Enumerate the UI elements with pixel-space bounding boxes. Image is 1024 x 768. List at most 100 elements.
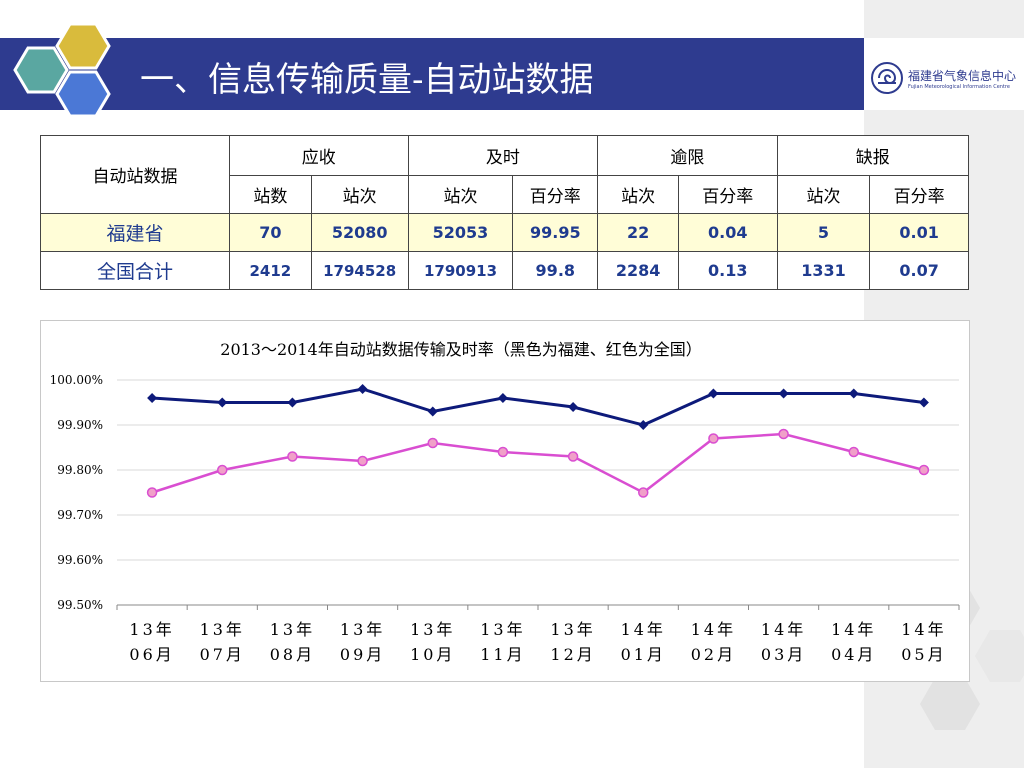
subheader-cell: 站数: [228, 175, 312, 214]
national-data-point: [427, 437, 438, 449]
national-data-point: [918, 464, 930, 476]
national-data-point: [146, 487, 158, 498]
chart-title: 2013～2014年自动站数据传输及时率（黑色为福建、红色为全国）: [220, 340, 701, 359]
table-corner-header: 自动站数据: [40, 135, 230, 214]
x-tick-label: 08月: [270, 645, 315, 664]
table-cell: 22: [597, 213, 679, 252]
row-label-national: 全国合计: [40, 251, 230, 290]
y-tick-label: 99.70%: [57, 508, 103, 522]
x-tick-label: 13年: [410, 620, 455, 639]
fujian-data-point: [568, 402, 579, 412]
x-tick-label: 13年: [129, 620, 174, 639]
x-tick-label: 11月: [480, 645, 525, 664]
fujian-data-point: [147, 393, 158, 403]
auto-station-data-table: 自动站数据 应收 及时 逾限 缺报 站数 站次 站次 百分率 站次 百分率 站次…: [40, 135, 970, 290]
row-label-fujian: 福建省: [40, 213, 230, 252]
y-tick-label: 99.50%: [57, 598, 103, 612]
x-tick-label: 13年: [480, 620, 525, 639]
group-header-missing: 缺报: [776, 135, 970, 176]
group-header-expected: 应收: [228, 135, 409, 176]
title-banner: [0, 38, 864, 110]
x-tick-label: 07月: [200, 645, 245, 664]
x-tick-label: 02月: [691, 645, 736, 664]
subheader-cell: 站次: [776, 175, 871, 214]
table-cell: 0.01: [869, 213, 969, 252]
subheader-cell: 百分率: [677, 175, 778, 214]
national-data-point: [287, 451, 298, 462]
x-tick-label: 14年: [831, 620, 876, 639]
logo-chinese-name: 福建省气象信息中心: [908, 68, 1017, 83]
x-tick-label: 03月: [761, 645, 806, 664]
x-tick-label: 10月: [410, 645, 455, 664]
national-data-point: [778, 428, 789, 440]
logo-area: [864, 38, 1024, 110]
fujian-data-point: [357, 384, 368, 394]
table-cell: 52080: [310, 213, 409, 252]
table-cell: 1331: [776, 251, 871, 290]
subheader-cell: 站次: [597, 175, 679, 214]
x-tick-label: 13年: [550, 620, 595, 639]
fujian-data-point: [778, 388, 789, 399]
fujian-data-point: [217, 397, 228, 408]
table-cell: 1790913: [407, 251, 514, 290]
national-data-point: [567, 451, 579, 462]
chart-canvas: 2013～2014年自动站数据传输及时率（黑色为福建、红色为全国） 100.00…: [50, 340, 960, 664]
table-cell: 2284: [597, 251, 679, 290]
table-cell: 0.04: [677, 213, 778, 252]
subheader-cell: 站次: [407, 175, 514, 214]
x-tick-label: 13年: [270, 620, 315, 639]
x-tick-label: 14年: [691, 620, 736, 639]
timeliness-line-chart: 2013～2014年自动站数据传输及时率（黑色为福建、红色为全国） 100.00…: [40, 320, 970, 682]
x-tick-label: 06月: [129, 645, 174, 664]
subheader-cell: 百分率: [512, 175, 599, 214]
fujian-data-point: [497, 393, 508, 403]
x-tick-label: 14年: [761, 620, 806, 639]
x-tick-label: 05月: [901, 645, 946, 664]
hexagon-decoration: [13, 22, 111, 118]
fujian-data-point: [638, 420, 649, 430]
x-tick-label: 14年: [901, 620, 946, 639]
weather-swirl-icon: [871, 62, 903, 94]
fujian-data-point: [848, 388, 859, 399]
national-data-point: [217, 464, 228, 476]
logo-english-name: Fujian Meteorological Information Centre: [908, 83, 1010, 90]
fujian-data-point: [287, 397, 298, 408]
national-series-line: [151, 432, 925, 494]
x-tick-label: 01月: [621, 645, 666, 664]
x-tick-label: 12月: [550, 645, 595, 664]
y-tick-label: 100.00%: [50, 373, 103, 387]
national-data-point: [848, 446, 859, 458]
national-data-point: [638, 487, 649, 498]
table-cell: 0.07: [869, 251, 969, 290]
organization-logo: 福建省气象信息中心 Fujian Meteorological Informat…: [870, 58, 1020, 98]
x-tick-label: 14年: [621, 620, 666, 639]
x-tick-label: 04月: [831, 645, 876, 664]
x-tick-label: 09月: [340, 645, 385, 664]
table-cell: 70: [228, 213, 312, 252]
fujian-data-point: [918, 397, 929, 408]
x-tick-label: 13年: [200, 620, 245, 639]
group-header-timely: 及时: [407, 135, 599, 176]
table-cell: 52053: [407, 213, 514, 252]
fujian-data-point: [708, 388, 719, 399]
fujian-series-line: [152, 387, 925, 427]
table-cell: 5: [776, 213, 871, 252]
y-tick-label: 99.80%: [57, 463, 103, 477]
subheader-cell: 百分率: [869, 175, 969, 214]
national-data-point: [497, 446, 509, 458]
table-cell: 99.95: [512, 213, 599, 252]
page-title: 一、信息传输质量-自动站数据: [140, 60, 594, 100]
table-cell: 99.8: [512, 251, 599, 290]
national-data-point: [708, 433, 719, 444]
y-tick-label: 99.60%: [57, 553, 103, 567]
table-cell: 0.13: [677, 251, 778, 290]
x-tick-label: 13年: [340, 620, 385, 639]
subheader-cell: 站次: [310, 175, 409, 214]
group-header-overdue: 逾限: [597, 135, 778, 176]
table-row-national: 全国合计 2412 1794528 1790913 99.8 2284 0.13…: [40, 251, 969, 290]
table-row-fujian: 福建省 70 52080 52053 99.95 22 0.04 5 0.01: [40, 213, 969, 252]
table-cell: 2412: [228, 251, 312, 290]
table-cell: 1794528: [310, 251, 409, 290]
national-data-point: [357, 455, 368, 467]
y-tick-label: 99.90%: [57, 418, 103, 432]
